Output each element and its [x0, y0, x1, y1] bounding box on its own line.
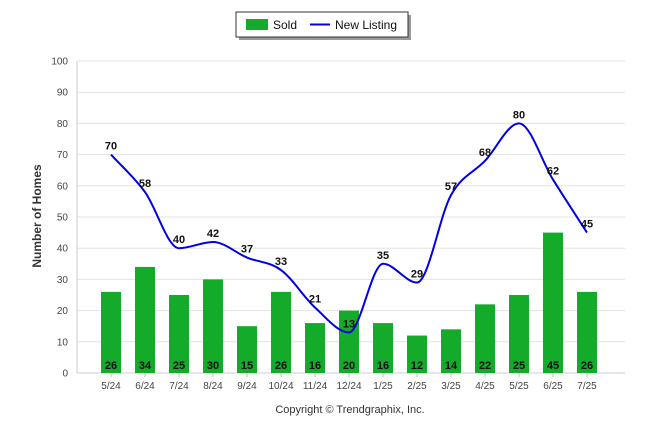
new-listing-value-label: 58 — [139, 178, 151, 190]
x-tick-label: 5/25 — [509, 381, 529, 392]
new-listing-value-label: 45 — [581, 219, 593, 231]
copyright-footer: Copyright © Trendgraphix, Inc. — [275, 404, 424, 416]
sold-bar — [169, 295, 189, 373]
sold-value-label: 14 — [445, 360, 458, 372]
x-tick-label: 8/24 — [203, 381, 223, 392]
y-tick-label: 30 — [57, 275, 69, 286]
y-tick-label: 100 — [51, 57, 68, 68]
sold-bar — [509, 295, 529, 373]
x-tick-label: 1/25 — [373, 381, 393, 392]
y-axis-title: Number of Homes — [30, 164, 44, 268]
x-tick-label: 9/24 — [237, 381, 257, 392]
grid — [77, 60, 625, 374]
sold-bar — [373, 323, 393, 373]
new-listing-value-label: 29 — [411, 269, 423, 281]
sold-bar — [305, 323, 325, 373]
x-tick-label: 7/24 — [169, 381, 189, 392]
new-listing-value-label: 70 — [105, 141, 117, 153]
new-listing-value-label: 57 — [445, 181, 457, 193]
sold-value-label: 22 — [479, 360, 491, 372]
sold-bar — [475, 304, 495, 373]
x-tick-label: 12/24 — [336, 381, 361, 392]
new-listing-value-label: 80 — [513, 109, 525, 121]
legend-sold-swatch — [246, 19, 268, 30]
sold-value-label: 16 — [377, 360, 389, 372]
new-listing-line — [110, 122, 588, 334]
y-tick-label: 70 — [57, 150, 69, 161]
sold-value-label: 25 — [513, 360, 525, 372]
sold-value-label: 30 — [207, 360, 219, 372]
y-tick-label: 90 — [57, 88, 69, 99]
sold-value-label: 16 — [309, 360, 321, 372]
sold-bar — [203, 279, 223, 373]
x-tick-label: 11/24 — [303, 381, 328, 392]
y-tick-label: 40 — [57, 244, 69, 255]
sold-value-label: 25 — [173, 360, 185, 372]
sold-value-label: 26 — [581, 360, 593, 372]
new-listing-value-label: 37 — [241, 244, 253, 256]
sold-value-label: 15 — [241, 360, 253, 372]
x-tick-label: 5/24 — [101, 381, 121, 392]
sold-value-label: 34 — [139, 360, 152, 372]
sold-value-label: 26 — [105, 360, 117, 372]
x-tick-label: 6/24 — [135, 381, 155, 392]
new-listing-value-label: 35 — [377, 250, 389, 262]
x-tick-label: 3/25 — [441, 381, 461, 392]
sold-bar — [339, 310, 359, 373]
new-listing-value-label: 62 — [547, 166, 559, 178]
sold-bar — [101, 291, 121, 373]
new-listing-path — [110, 122, 588, 334]
x-tick-label: 4/25 — [475, 381, 495, 392]
new-listing-value-label: 33 — [275, 256, 287, 268]
y-tick-label: 60 — [57, 181, 69, 192]
sold-bar — [135, 266, 155, 373]
sold-bar — [271, 291, 291, 373]
sold-bar — [407, 335, 427, 373]
sold-value-label: 20 — [343, 360, 355, 372]
y-tick-label: 20 — [57, 306, 69, 317]
sold-bar — [237, 326, 257, 373]
y-tick-label: 80 — [57, 119, 69, 130]
x-tick-label: 10/24 — [268, 381, 293, 392]
legend-sold-label: Sold — [273, 18, 297, 32]
legend-new-listing-label: New Listing — [335, 18, 397, 32]
axes: 0 10 20 30 40 50 60 70 80 90 100 5/24 6/24 7/24 8/24 9/… — [51, 57, 625, 392]
sold-value-label: 26 — [275, 360, 287, 372]
sold-bar — [543, 232, 563, 373]
sold-bar — [577, 291, 597, 373]
x-tick-label: 6/25 — [543, 381, 563, 392]
y-tick-label: 50 — [57, 213, 69, 224]
y-tick-label: 10 — [57, 337, 69, 348]
sold-value-label: 45 — [547, 360, 559, 372]
data-labels: 70 58 40 42 37 33 21 13 35 29 57 68 80 62 45 26 34 25 30 15… — [105, 109, 593, 372]
new-listing-value-label: 68 — [479, 147, 491, 159]
new-listing-value-label: 42 — [207, 228, 219, 240]
y-tick-label: 0 — [62, 369, 68, 380]
x-tick-label: 2/25 — [407, 381, 427, 392]
sold-value-label: 12 — [411, 360, 423, 372]
new-listing-value-label: 13 — [343, 318, 355, 330]
new-listing-value-label: 21 — [309, 293, 321, 305]
legend: Sold New Listing — [235, 11, 411, 40]
new-listing-value-label: 40 — [173, 234, 185, 246]
x-tick-label: 7/25 — [577, 381, 597, 392]
sold-bars — [101, 232, 597, 373]
sold-bar — [441, 329, 461, 373]
